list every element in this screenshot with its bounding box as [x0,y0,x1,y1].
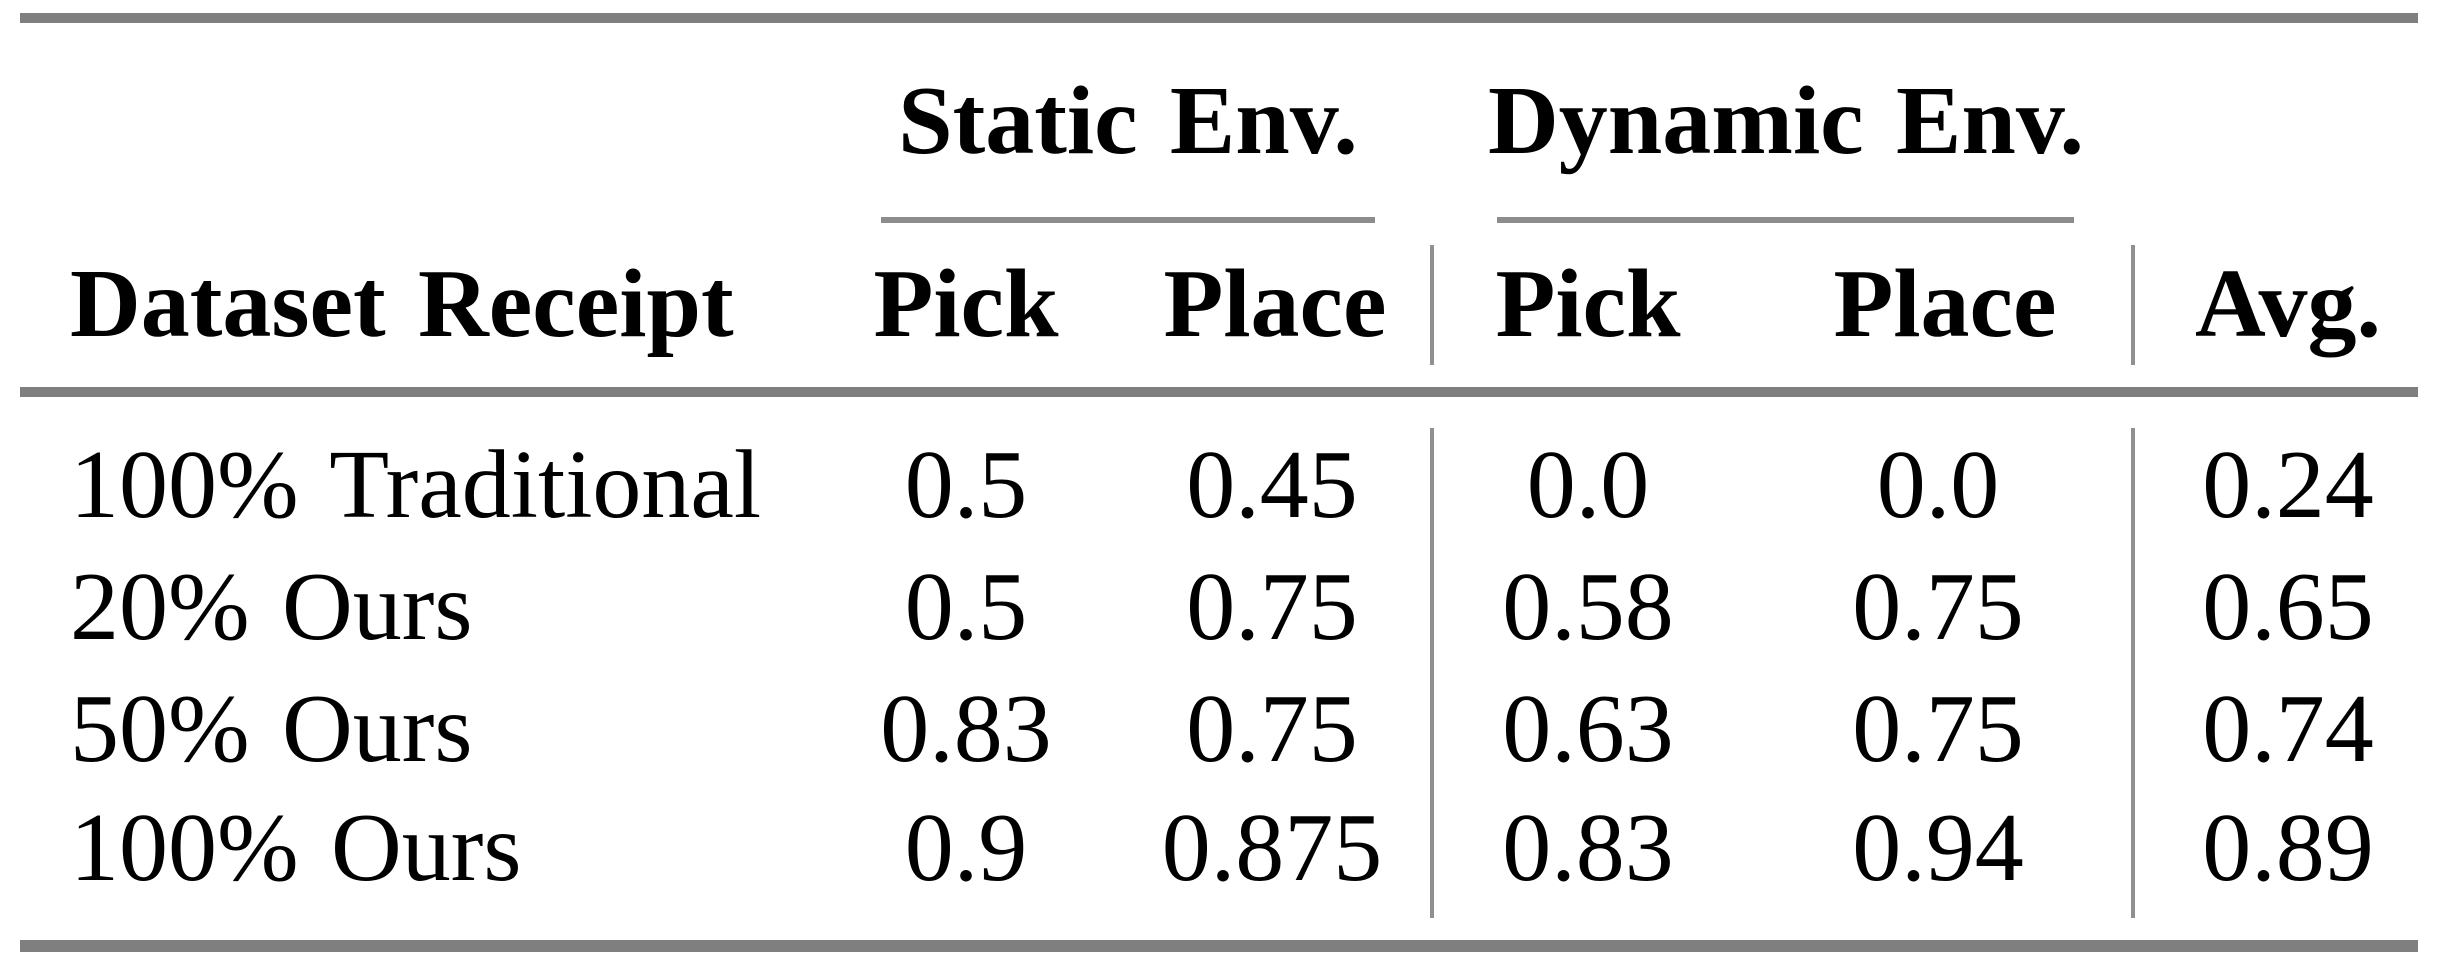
column-header-static-pick: Pick [873,250,1059,358]
table-cell: 0.74 [2202,675,2374,783]
column-header-dynamic-pick: Pick [1495,250,1681,358]
column-header-dynamic-place: Place [1833,250,2057,358]
table-cell: 0.45 [1186,431,1358,539]
table-cell: 0.75 [1186,675,1358,783]
table-cell: 0.83 [1502,794,1674,902]
header-vertical-separator-right [2131,245,2135,365]
table-cell: 0.75 [1186,553,1358,661]
table-header-rule [20,387,2418,397]
header-vertical-separator-left [1430,245,1434,365]
dynamic-env-cmidrule [1497,217,2074,223]
row-label: 100% Ours [70,794,522,902]
table-cell: 0.63 [1502,675,1674,783]
table-cell: 0.65 [2202,553,2374,661]
table-bottom-rule [20,940,2418,952]
static-env-cmidrule [881,217,1375,223]
table-cell: 0.5 [904,553,1028,661]
column-header-static-place: Place [1163,250,1387,358]
table-cell: 0.83 [880,675,1052,783]
table-cell: 0.94 [1852,794,2024,902]
body-vertical-separator-left [1430,428,1434,918]
table-cell: 0.24 [2202,431,2374,539]
table-cell: 0.0 [1876,431,2000,539]
row-label: 100% Traditional [70,431,762,539]
table-top-rule [20,13,2418,23]
table-cell: 0.0 [1526,431,1650,539]
table-cell: 0.75 [1852,675,2024,783]
body-vertical-separator-right [2131,428,2135,918]
group-header-dynamic-env: Dynamic Env. [1488,67,2084,175]
group-header-static-env: Static Env. [898,67,1358,175]
column-header-dataset-receipt: Dataset Receipt [70,250,734,358]
table-cell: 0.75 [1852,553,2024,661]
row-label: 20% Ours [70,553,473,661]
table-cell: 0.89 [2202,794,2374,902]
table-cell: 0.875 [1161,794,1383,902]
table-cell: 0.9 [904,794,1028,902]
table-cell: 0.58 [1502,553,1674,661]
row-label: 50% Ours [70,675,473,783]
column-header-avg: Avg. [2195,250,2381,358]
table-cell: 0.5 [904,431,1028,539]
